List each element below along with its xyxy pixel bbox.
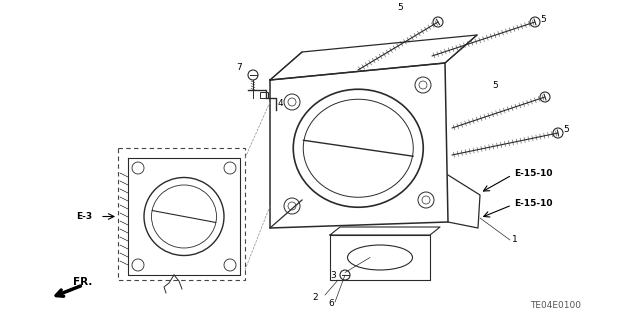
Text: 3: 3 bbox=[330, 271, 336, 280]
Text: E-3: E-3 bbox=[76, 212, 92, 221]
Text: FR.: FR. bbox=[73, 277, 92, 287]
Text: 5: 5 bbox=[563, 125, 569, 135]
Text: 5: 5 bbox=[397, 4, 403, 12]
Text: 1: 1 bbox=[512, 235, 518, 244]
Text: 5: 5 bbox=[492, 81, 498, 91]
Text: TE04E0100: TE04E0100 bbox=[530, 301, 581, 310]
Text: 4: 4 bbox=[278, 100, 284, 108]
Text: E-15-10: E-15-10 bbox=[514, 198, 552, 207]
Text: 7: 7 bbox=[236, 63, 242, 72]
Bar bbox=[260, 92, 268, 98]
Text: E-15-10: E-15-10 bbox=[514, 168, 552, 177]
Text: 2: 2 bbox=[312, 293, 317, 302]
Text: 5: 5 bbox=[540, 16, 546, 25]
Text: 6: 6 bbox=[328, 300, 333, 308]
